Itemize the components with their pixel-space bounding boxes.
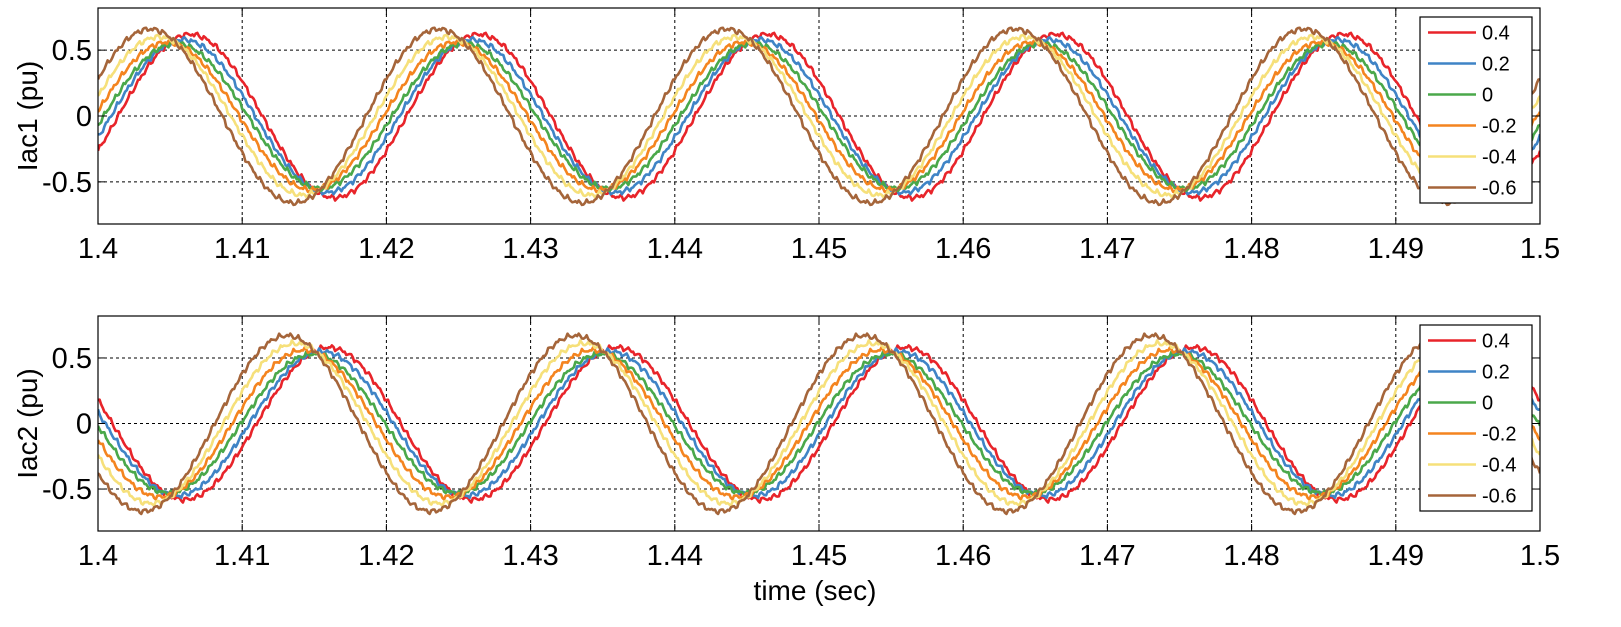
- series-group: [98, 26, 1540, 207]
- y-axis-label: Iac1 (pu): [12, 61, 43, 172]
- x-tick-label: 1.48: [1223, 233, 1279, 265]
- x-tick-label: 1.43: [502, 540, 558, 572]
- series-line-0p2: [98, 347, 1540, 500]
- x-tick-label: 1.49: [1368, 233, 1424, 265]
- subplot-iac2: 1.4 1.41 1.42 1.43 1.44 1.45 1.46 1.47 1.48 1.49 1…: [12, 315, 1560, 572]
- x-tick-label: 1.45: [791, 540, 847, 572]
- x-tick-label: 1.46: [935, 540, 991, 572]
- legend-label: 0: [1482, 393, 1493, 415]
- y-tick-label: 0.5: [52, 343, 92, 375]
- series-line-0: [98, 350, 1540, 498]
- series-line-neg0p2: [98, 39, 1540, 194]
- legend-label: 0.4: [1482, 23, 1510, 45]
- legend: 0.4 0.2 0 -0.2 -0.4 -0.6: [1419, 324, 1533, 512]
- x-tick-label: 1.4: [78, 540, 118, 572]
- y-tick-label: -0.5: [42, 167, 92, 199]
- legend-label: -0.6: [1482, 178, 1516, 200]
- x-tick-label: 1.43: [502, 233, 558, 265]
- legend-label: -0.4: [1482, 455, 1516, 477]
- legend-label: -0.6: [1482, 486, 1516, 508]
- legend-label: 0.2: [1482, 54, 1510, 76]
- series-line-neg0p6: [98, 332, 1540, 516]
- series-line-0p4: [98, 344, 1540, 504]
- x-tick-label: 1.46: [935, 233, 991, 265]
- series-line-0p2: [98, 36, 1540, 196]
- legend-label: -0.2: [1482, 424, 1516, 446]
- x-tick-label: 1.45: [791, 233, 847, 265]
- series-line-neg0p4: [98, 33, 1540, 199]
- x-tick-label: 1.41: [214, 233, 270, 265]
- legend-label: 0.4: [1482, 331, 1510, 353]
- y-axis-label: Iac2 (pu): [12, 368, 43, 479]
- x-tick-label: 1.49: [1368, 540, 1424, 572]
- x-tick-label: 1.44: [647, 540, 703, 572]
- series-group: [98, 332, 1540, 516]
- x-tick-label: 1.5: [1520, 233, 1560, 265]
- x-tick-label: 1.47: [1079, 233, 1135, 265]
- legend-label: 0.2: [1482, 362, 1510, 384]
- x-tick-label: 1.44: [647, 233, 703, 265]
- series-line-0p4: [98, 31, 1540, 202]
- y-tick-label: -0.5: [42, 474, 92, 506]
- x-tick-label: 1.42: [358, 540, 414, 572]
- x-tick-label: 1.5: [1520, 540, 1560, 572]
- subplot-iac1: 1.4 1.41 1.42 1.43 1.44 1.45 1.46 1.47 1.48 1.49 1…: [12, 7, 1560, 265]
- series-line-neg0p4: [98, 339, 1540, 508]
- x-tick-label: 1.4: [78, 233, 118, 265]
- legend: 0.4 0.2 0 -0.2 -0.4 -0.6: [1419, 16, 1533, 204]
- legend-label: -0.4: [1482, 147, 1516, 169]
- y-tick-label: 0: [76, 101, 92, 133]
- y-tick-label: 0.5: [52, 35, 92, 67]
- x-tick-label: 1.41: [214, 540, 270, 572]
- legend-label: 0: [1482, 85, 1493, 107]
- x-tick-label: 1.42: [358, 233, 414, 265]
- x-axis-label: time (sec): [754, 575, 877, 606]
- series-line-neg0p2: [98, 346, 1540, 501]
- legend-box: [1419, 324, 1533, 512]
- series-line-0: [98, 40, 1540, 193]
- legend-box: [1419, 16, 1533, 204]
- x-tick-label: 1.47: [1079, 540, 1135, 572]
- legend-label: -0.2: [1482, 116, 1516, 138]
- x-tick-label: 1.48: [1223, 540, 1279, 572]
- series-line-neg0p6: [98, 26, 1540, 207]
- y-tick-label: 0: [76, 409, 92, 441]
